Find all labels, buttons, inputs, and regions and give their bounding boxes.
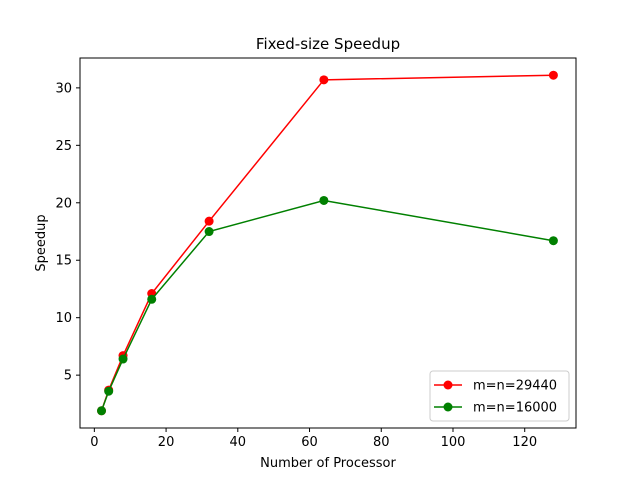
y-axis: 5 10 15 20 25 30	[55, 81, 80, 384]
y-tick-label: 15	[55, 254, 72, 269]
x-tick-label: 20	[158, 435, 175, 450]
data-point	[104, 386, 114, 396]
y-tick-label: 10	[55, 311, 72, 326]
y-tick-label: 20	[55, 196, 72, 211]
x-axis-label: Number of Processor	[260, 456, 396, 471]
data-point	[118, 354, 128, 364]
legend: m=n=29440 m=n=16000	[429, 370, 570, 422]
data-point	[548, 70, 558, 80]
legend-swatch-marker	[443, 402, 453, 412]
data-point	[147, 294, 157, 304]
legend-label: m=n=29440	[473, 379, 557, 394]
y-axis-label: Speedup	[34, 214, 49, 271]
data-point	[548, 236, 558, 246]
x-tick-label: 120	[512, 435, 537, 450]
legend-swatch-marker	[443, 380, 453, 390]
y-tick-label: 25	[55, 139, 72, 154]
series-layer	[97, 70, 558, 416]
y-tick-label: 5	[64, 369, 72, 384]
x-tick-label: 40	[230, 435, 247, 450]
x-axis: 0 20 40 60 80 100 120	[90, 428, 537, 450]
legend-label: m=n=16000	[473, 401, 557, 416]
plot-frame	[79, 57, 577, 429]
x-tick-label: 100	[441, 435, 466, 450]
data-point	[319, 75, 329, 85]
chart-title: Fixed-size Speedup	[256, 35, 400, 53]
data-point	[97, 406, 107, 416]
series-0	[97, 70, 558, 416]
data-point	[204, 216, 214, 226]
series-line	[100, 74, 554, 412]
legend-box	[429, 370, 570, 422]
x-tick-label: 80	[373, 435, 390, 450]
series-1	[97, 195, 558, 416]
y-tick-label: 30	[55, 81, 72, 96]
x-tick-label: 0	[90, 435, 98, 450]
data-point	[319, 195, 329, 205]
x-tick-label: 60	[301, 435, 318, 450]
data-point	[204, 227, 214, 237]
